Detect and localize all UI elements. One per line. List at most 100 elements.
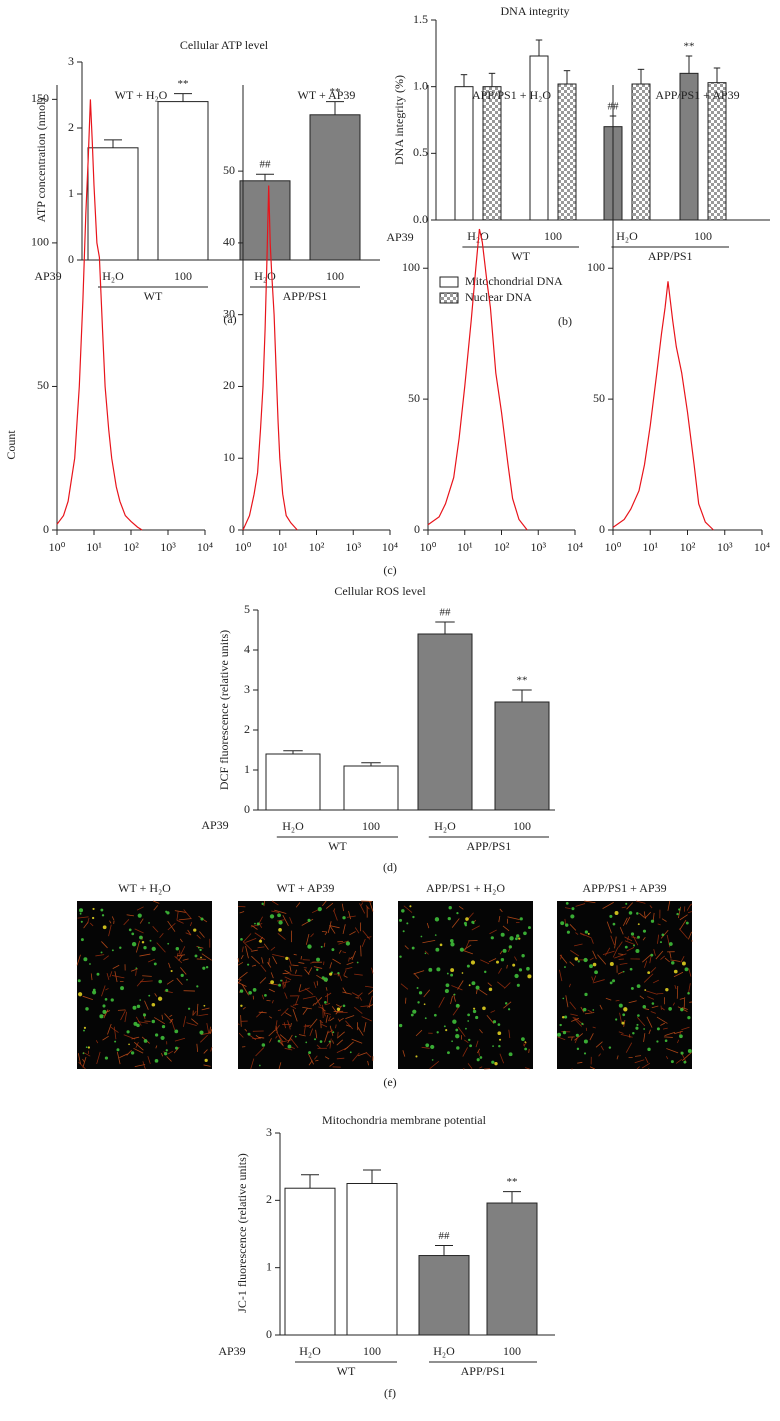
cell-process — [301, 918, 314, 926]
cell-body — [450, 942, 455, 947]
cell-process — [423, 989, 431, 998]
cell-process — [277, 1009, 282, 1012]
cell-body — [623, 1007, 628, 1012]
cell-body — [80, 938, 84, 942]
cell-process — [279, 1034, 287, 1041]
cell-body — [643, 1028, 646, 1030]
cell-process — [660, 1022, 666, 1026]
cell-process — [164, 1013, 173, 1022]
significance-label: ** — [178, 78, 189, 90]
cell-process — [686, 904, 692, 911]
cell-body — [199, 1030, 204, 1035]
cell-body — [328, 1040, 331, 1043]
cell-process — [644, 911, 651, 919]
cell-process — [644, 960, 648, 968]
cell-body — [491, 1060, 495, 1064]
cell-body — [564, 966, 566, 968]
cell-process — [424, 950, 429, 955]
cell-body — [406, 922, 409, 925]
cell-process — [280, 1039, 293, 1043]
significance-label: ** — [684, 41, 695, 53]
cell-process — [595, 1041, 603, 1048]
cell-body — [78, 992, 83, 997]
cell-body — [507, 1008, 511, 1011]
cell-process — [579, 932, 592, 939]
cell-body — [436, 967, 441, 972]
cell-process — [614, 936, 617, 949]
cell-process — [426, 922, 430, 929]
cell-process — [304, 968, 310, 975]
row-label: AP39 — [218, 1344, 245, 1358]
cell-process — [315, 1029, 318, 1039]
cell-body — [512, 963, 516, 967]
y-tick-label: 2 — [244, 722, 250, 736]
cell-process — [126, 1049, 132, 1056]
cell-process — [369, 995, 373, 1006]
cell-process — [109, 971, 113, 978]
cell-process — [580, 933, 585, 936]
cell-process — [363, 1022, 367, 1033]
cell-body — [143, 1039, 148, 1043]
x-tick-label: 10³ — [717, 540, 733, 554]
cell-body — [423, 1003, 426, 1006]
x-tick-label: 10⁰ — [605, 540, 622, 554]
cell-process — [575, 903, 586, 907]
cell-process — [635, 900, 646, 904]
cell-process — [278, 1062, 282, 1070]
cell-process — [105, 988, 109, 991]
cell-body — [85, 1046, 88, 1049]
cell-body — [104, 1056, 109, 1060]
cell-body — [561, 1015, 565, 1019]
cell-body — [240, 938, 243, 941]
cell-process — [584, 1012, 595, 1015]
cell-process — [457, 1026, 466, 1037]
cell-process — [357, 1026, 364, 1036]
row-label: AP39 — [201, 818, 228, 832]
cell-process — [313, 966, 323, 969]
cell-process — [245, 945, 249, 959]
cell-body — [684, 967, 689, 972]
cell-body — [618, 1003, 623, 1008]
cell-process — [362, 930, 371, 940]
y-tick-label: 0 — [414, 522, 420, 536]
y-tick-label: 0 — [43, 522, 49, 536]
cell-process — [604, 947, 611, 956]
cell-process — [268, 982, 279, 986]
cell-process — [681, 1007, 688, 1010]
panel-label: (d) — [383, 860, 397, 874]
cell-body — [239, 989, 244, 993]
cell-body — [82, 1052, 85, 1055]
cell-process — [90, 973, 93, 981]
x-tick-label: 10¹ — [642, 540, 658, 554]
legend-label: Mitochondrial DNA — [465, 274, 563, 288]
cell-process — [298, 962, 305, 964]
cell-body — [475, 1015, 479, 1020]
cell-process — [142, 1061, 146, 1070]
cell-process — [206, 1022, 210, 1035]
cell-process — [174, 955, 183, 964]
cell-process — [101, 941, 108, 949]
cell-process — [259, 977, 267, 984]
cell-body — [635, 1026, 639, 1030]
chart-title: DNA integrity — [501, 4, 570, 18]
cell-body — [450, 968, 455, 972]
cell-body — [467, 1020, 470, 1022]
cell-process — [290, 1022, 292, 1028]
cell-body — [583, 1039, 588, 1044]
cell-body — [565, 902, 569, 905]
cell-process — [312, 1003, 315, 1007]
cell-body — [629, 967, 633, 971]
cell-process — [196, 945, 204, 949]
cell-process — [523, 1042, 528, 1047]
cell-process — [176, 919, 184, 924]
cell-body — [316, 957, 321, 962]
cell-process — [360, 1005, 369, 1008]
cell-process — [154, 993, 158, 997]
group-label: WT — [511, 249, 530, 263]
cell-process — [210, 1047, 213, 1052]
cell-body — [161, 1024, 166, 1029]
cell-process — [619, 927, 624, 935]
cell-process — [458, 905, 464, 910]
cell-body — [609, 962, 614, 967]
cell-body — [424, 952, 427, 955]
